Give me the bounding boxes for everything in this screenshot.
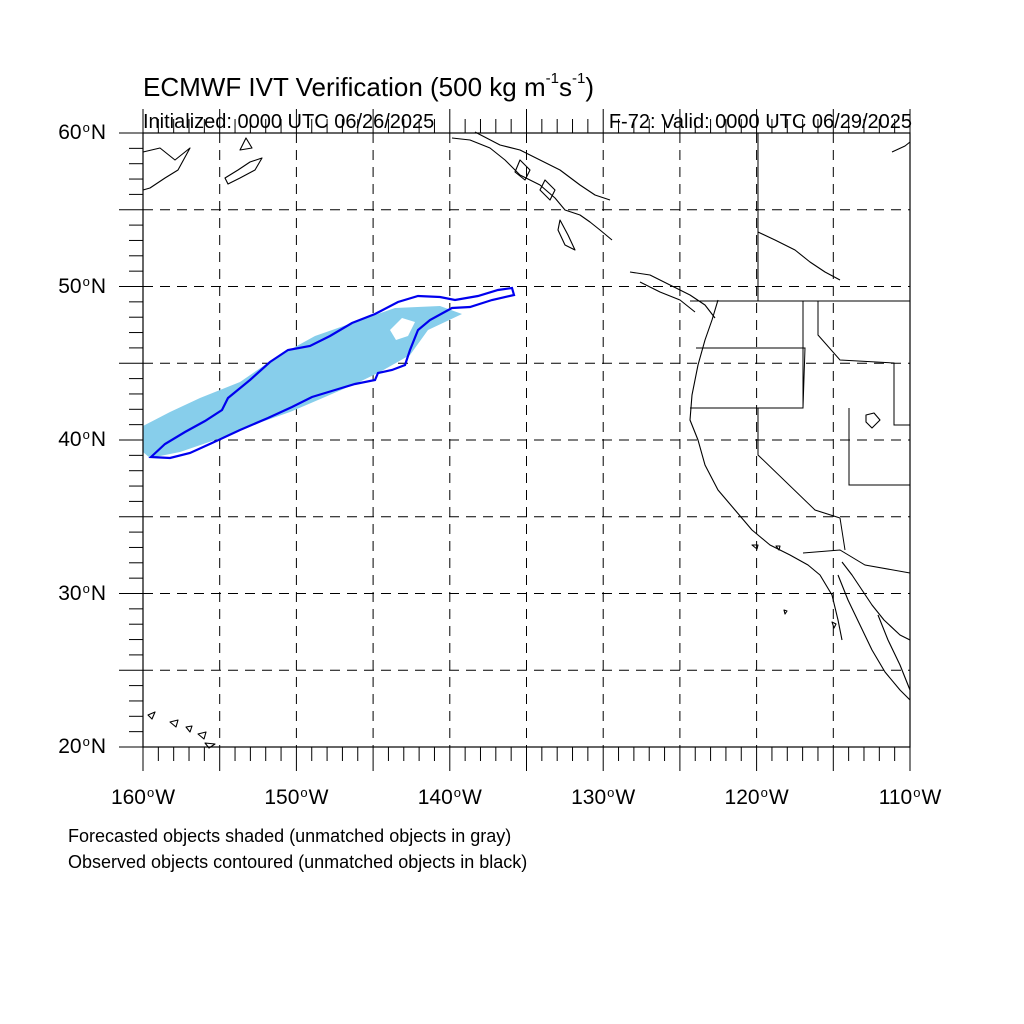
lat-label-30: 30oN [58,580,106,605]
footnote-observed: Observed objects contoured (unmatched ob… [68,852,528,872]
lon-label-130: 130oW [571,785,636,809]
plot-frame [142,132,911,748]
map-title: ECMWF IVT Verification (500 kg m-1s-1) [143,70,594,102]
lon-label-120: 120oW [724,785,789,809]
political-boundaries [690,133,911,574]
lon-label-140: 140oW [417,785,482,809]
axis-ticks [119,109,911,771]
lat-label-60: 60oN [58,120,106,144]
lon-label-160: 160oW [110,785,176,809]
lon-label-150: 150oW [264,785,329,809]
footnote-forecast: Forecasted objects shaded (unmatched obj… [68,826,512,846]
init-time-label: Initialized: 0000 UTC 06/26/2025 [143,111,435,133]
lat-label-50: 50oN [58,273,106,298]
observed-object-contour [148,286,516,460]
valid-time-label: F-72: Valid: 0000 UTC 06/29/2025 [608,111,912,133]
lat-label-20: 20oN [58,734,106,758]
forecast-object-shaded [143,306,462,458]
lon-label-110: 110oW [878,785,942,809]
lat-label-40: 40oN [58,427,106,451]
gridlines [143,133,910,747]
forecast-object-hole [390,318,415,340]
coastlines [142,131,911,749]
